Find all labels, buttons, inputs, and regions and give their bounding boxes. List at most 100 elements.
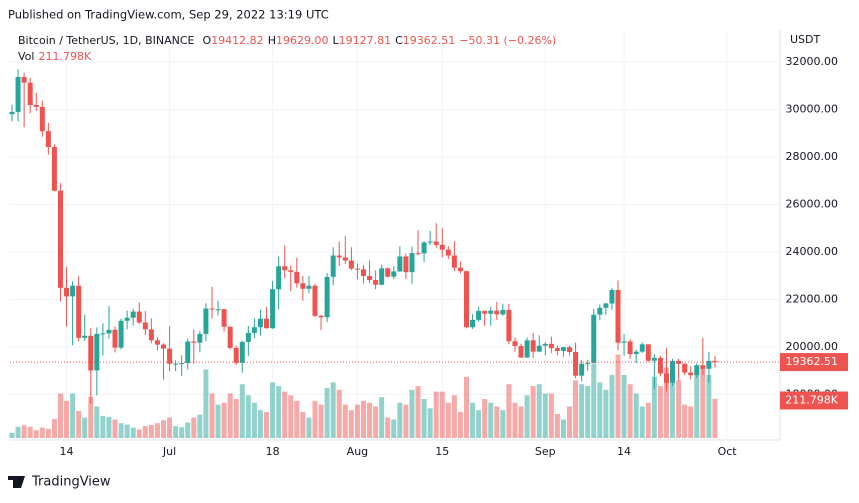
volume-bar <box>433 391 439 438</box>
last-price-label: 19362.51 <box>786 355 839 368</box>
volume-bar <box>488 402 494 438</box>
volume-bar <box>579 384 585 438</box>
candle-body <box>542 343 548 346</box>
volume-bar <box>312 400 318 438</box>
volume-bar <box>379 397 385 438</box>
candle-body <box>367 275 373 280</box>
candle-body <box>397 256 403 272</box>
candle-body <box>451 255 457 268</box>
volume-bar <box>70 393 76 438</box>
candle-body <box>179 363 185 365</box>
candle-body <box>633 351 639 355</box>
volume-bar <box>482 399 488 438</box>
candle-body <box>518 345 524 358</box>
candle-body <box>379 268 385 285</box>
volume-bar <box>167 417 173 438</box>
y-tick-label: 28000.00 <box>786 150 839 163</box>
volume-bar <box>603 389 609 438</box>
candle-body <box>427 241 433 243</box>
volume-bar <box>148 425 154 438</box>
volume-bar <box>688 406 694 438</box>
volume-bar <box>567 406 573 438</box>
volume-bar <box>706 374 712 438</box>
candle-body <box>433 241 439 245</box>
candle-body <box>609 289 615 304</box>
candle-body <box>39 106 45 132</box>
x-tick-label: Jul <box>162 445 176 458</box>
volume-bar <box>524 395 530 438</box>
candle-body <box>573 351 579 376</box>
volume-bar <box>179 427 185 438</box>
candle-body <box>45 131 51 148</box>
volume-bar <box>360 400 366 438</box>
candle-body <box>100 333 106 335</box>
candle-body <box>506 309 512 342</box>
volume-bar <box>415 386 421 438</box>
candle-body <box>82 335 88 338</box>
volume-bar <box>100 416 106 438</box>
candle-body <box>439 244 445 250</box>
candle-body <box>694 365 700 376</box>
candle-body <box>318 315 324 318</box>
y-tick-label: 24000.00 <box>786 245 839 258</box>
y-tick-label: 22000.00 <box>786 292 839 305</box>
volume-bar <box>270 382 276 438</box>
volume-bar <box>530 386 536 438</box>
volume-bar <box>373 406 379 438</box>
candle-body <box>118 320 124 348</box>
volume-bar <box>609 374 615 438</box>
volume-bar <box>397 402 403 438</box>
volume-bar <box>494 406 500 438</box>
candle-body <box>185 341 191 364</box>
volume-bar <box>251 402 257 438</box>
volume-bar <box>367 402 373 438</box>
volume-legend-value: 211.798K <box>38 50 91 63</box>
currency-label: USDT <box>790 33 821 46</box>
candle-body <box>639 344 645 352</box>
candle-body <box>591 314 597 364</box>
candle-body <box>312 285 318 316</box>
volume-bar <box>215 404 221 438</box>
ohlc-letter: O <box>203 34 212 47</box>
candle-body <box>51 147 57 191</box>
candle-body <box>554 348 560 351</box>
candle-body <box>445 249 451 256</box>
candle-body <box>233 347 239 363</box>
candle-body <box>488 310 494 314</box>
volume-bar <box>336 389 342 438</box>
candle-body <box>64 287 70 297</box>
volume-bar <box>354 404 360 438</box>
change-value: −50.31 (−0.26%) <box>459 34 556 47</box>
candle-body <box>209 308 215 310</box>
candle-body <box>676 360 682 364</box>
candle-body <box>663 373 669 383</box>
volume-bar <box>330 382 336 438</box>
candle-body <box>215 309 221 311</box>
volume-bar <box>136 429 142 438</box>
candle-body <box>288 270 294 272</box>
volume-bar <box>15 426 21 438</box>
x-tick-label: 14 <box>60 445 74 458</box>
candle-body <box>670 360 676 383</box>
volume-bar <box>76 410 82 438</box>
logo-icon <box>8 476 25 488</box>
candle-body <box>221 309 227 327</box>
volume-bar <box>57 393 63 438</box>
candle-body <box>373 279 379 285</box>
symbol-name: Bitcoin / TetherUS, 1D, BINANCE <box>18 34 195 47</box>
volume-bar <box>615 354 621 438</box>
volume-bar <box>476 410 482 438</box>
ohlc-letter: C <box>395 34 403 47</box>
candle-body <box>342 257 348 261</box>
candle-body <box>500 309 506 315</box>
volume-bar <box>457 412 463 438</box>
candle-body <box>33 105 39 107</box>
y-tick-label: 20000.00 <box>786 340 839 353</box>
candle-body <box>197 333 203 343</box>
volume-bar <box>585 386 591 438</box>
volume-bar <box>318 404 324 438</box>
ohlc-letter: L <box>332 34 339 47</box>
volume-bar <box>161 420 166 438</box>
candle-body <box>276 266 282 290</box>
volume-bar <box>403 404 409 438</box>
